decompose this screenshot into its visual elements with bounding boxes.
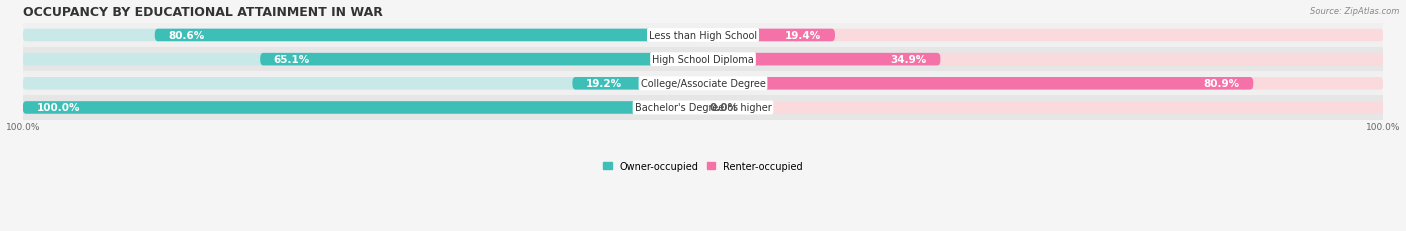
Text: 19.4%: 19.4% — [785, 31, 821, 41]
FancyBboxPatch shape — [703, 78, 1384, 90]
Text: 0.0%: 0.0% — [710, 103, 738, 113]
FancyBboxPatch shape — [22, 102, 703, 114]
Text: OCCUPANCY BY EDUCATIONAL ATTAINMENT IN WAR: OCCUPANCY BY EDUCATIONAL ATTAINMENT IN W… — [22, 6, 382, 18]
FancyBboxPatch shape — [703, 54, 1384, 66]
Text: 19.2%: 19.2% — [586, 79, 621, 89]
FancyBboxPatch shape — [703, 102, 1384, 114]
FancyBboxPatch shape — [155, 30, 703, 42]
Bar — [22, 48, 1384, 72]
Text: 34.9%: 34.9% — [890, 55, 927, 65]
Text: 100.0%: 100.0% — [37, 103, 80, 113]
FancyBboxPatch shape — [22, 54, 703, 66]
Text: College/Associate Degree: College/Associate Degree — [641, 79, 765, 89]
FancyBboxPatch shape — [703, 30, 1384, 42]
Text: 80.6%: 80.6% — [169, 31, 205, 41]
FancyBboxPatch shape — [703, 54, 941, 66]
FancyBboxPatch shape — [572, 78, 703, 90]
Text: Bachelor's Degree or higher: Bachelor's Degree or higher — [634, 103, 772, 113]
FancyBboxPatch shape — [703, 78, 1253, 90]
FancyBboxPatch shape — [22, 78, 703, 90]
Bar — [22, 24, 1384, 48]
Text: 80.9%: 80.9% — [1204, 79, 1240, 89]
Text: Less than High School: Less than High School — [650, 31, 756, 41]
Legend: Owner-occupied, Renter-occupied: Owner-occupied, Renter-occupied — [599, 157, 807, 175]
Bar — [22, 72, 1384, 96]
FancyBboxPatch shape — [22, 102, 703, 114]
Text: Source: ZipAtlas.com: Source: ZipAtlas.com — [1309, 7, 1399, 16]
Text: 65.1%: 65.1% — [274, 55, 311, 65]
Text: High School Diploma: High School Diploma — [652, 55, 754, 65]
FancyBboxPatch shape — [22, 30, 703, 42]
Bar — [22, 96, 1384, 120]
FancyBboxPatch shape — [703, 30, 835, 42]
FancyBboxPatch shape — [260, 54, 703, 66]
